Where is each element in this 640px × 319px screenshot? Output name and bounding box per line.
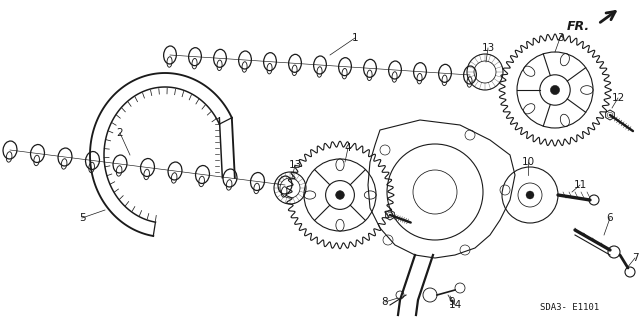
Text: 9: 9 [449, 297, 455, 307]
Text: 3: 3 [557, 33, 563, 43]
Text: 13: 13 [481, 43, 495, 53]
Text: 11: 11 [573, 180, 587, 190]
Text: 10: 10 [522, 157, 534, 167]
Text: 14: 14 [449, 300, 461, 310]
Text: 7: 7 [632, 253, 638, 263]
Text: SDA3- E1101: SDA3- E1101 [540, 303, 600, 313]
Text: 2: 2 [116, 128, 124, 138]
Circle shape [336, 191, 344, 199]
Text: 4: 4 [345, 143, 351, 153]
Text: 1: 1 [352, 33, 358, 43]
Circle shape [526, 191, 534, 199]
Text: FR.: FR. [567, 20, 590, 33]
Text: 6: 6 [607, 213, 613, 223]
Text: 12: 12 [611, 93, 625, 103]
Circle shape [550, 85, 559, 94]
Text: 5: 5 [79, 213, 85, 223]
Text: 13: 13 [289, 160, 301, 170]
Text: 8: 8 [381, 297, 388, 307]
